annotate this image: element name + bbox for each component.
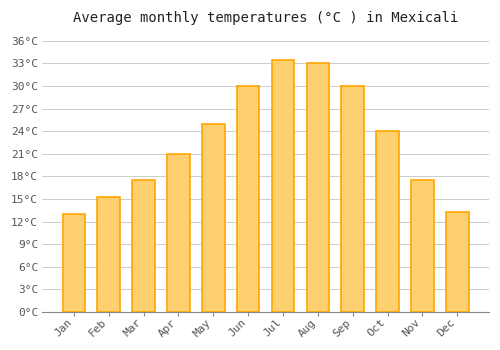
Title: Average monthly temperatures (°C ) in Mexicali: Average monthly temperatures (°C ) in Me… bbox=[73, 11, 458, 25]
Bar bbox=[98, 197, 120, 312]
Bar bbox=[342, 86, 364, 312]
Bar bbox=[446, 212, 468, 312]
Bar bbox=[62, 214, 85, 312]
Bar bbox=[272, 60, 294, 312]
Bar bbox=[202, 124, 224, 312]
Bar bbox=[376, 131, 399, 312]
Bar bbox=[132, 180, 155, 312]
Bar bbox=[306, 63, 329, 312]
Bar bbox=[167, 154, 190, 312]
Bar bbox=[411, 180, 434, 312]
Bar bbox=[237, 86, 260, 312]
